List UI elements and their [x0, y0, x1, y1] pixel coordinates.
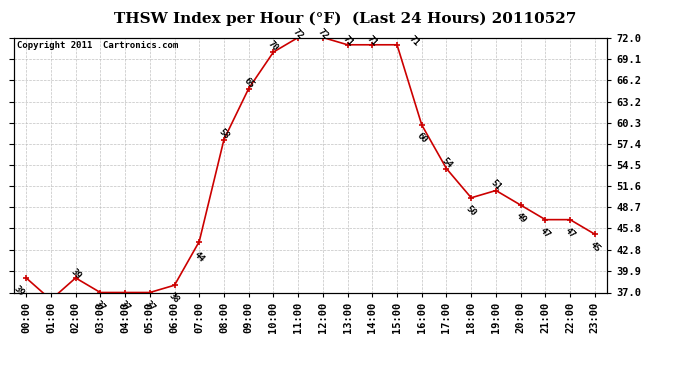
Text: 60: 60 [415, 131, 428, 145]
Text: 39: 39 [68, 267, 83, 280]
Text: 71: 71 [341, 34, 355, 48]
Text: 37: 37 [118, 298, 132, 313]
Text: 44: 44 [193, 251, 206, 264]
Text: 71: 71 [365, 34, 380, 48]
Text: 72: 72 [291, 27, 305, 41]
Text: 51: 51 [489, 178, 503, 192]
Text: 58: 58 [217, 127, 231, 141]
Text: 39: 39 [12, 284, 26, 298]
Text: 70: 70 [266, 39, 280, 53]
Text: 50: 50 [464, 204, 478, 218]
Text: 45: 45 [588, 240, 602, 254]
Text: 65: 65 [241, 76, 256, 90]
Text: 49: 49 [513, 211, 528, 225]
Text: Copyright 2011  Cartronics.com: Copyright 2011 Cartronics.com [17, 41, 178, 50]
Text: 47: 47 [563, 226, 577, 240]
Text: 37: 37 [93, 298, 108, 313]
Text: 72: 72 [316, 27, 330, 41]
Text: 37: 37 [143, 298, 157, 313]
Text: 47: 47 [538, 226, 553, 240]
Text: 54: 54 [440, 156, 453, 170]
Text: 38: 38 [168, 291, 181, 305]
Text: 71: 71 [407, 34, 421, 48]
Text: THSW Index per Hour (°F)  (Last 24 Hours) 20110527: THSW Index per Hour (°F) (Last 24 Hours)… [114, 11, 576, 26]
Text: 36: 36 [0, 374, 1, 375]
